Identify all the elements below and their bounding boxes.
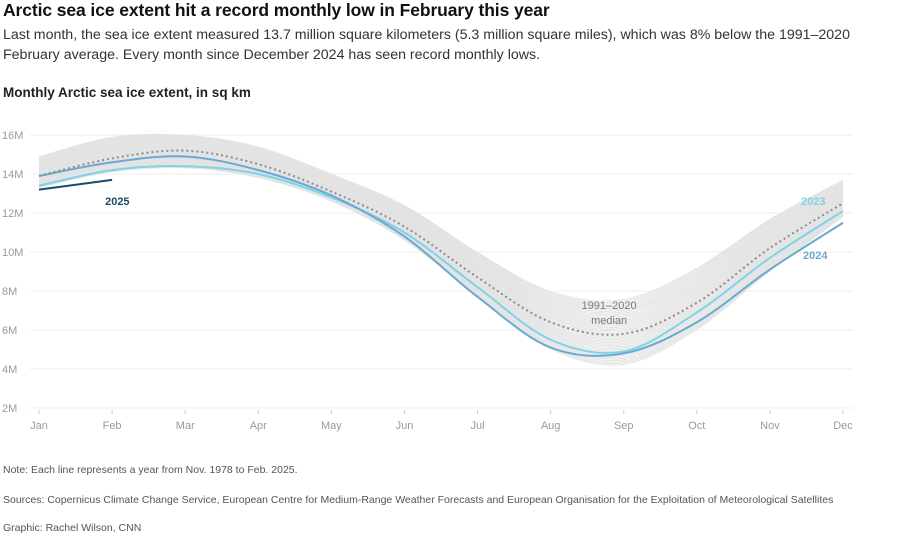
series-line-y2023 (38, 165, 844, 355)
chart-note: Note: Each line represents a year from N… (3, 464, 298, 476)
historical-year-line (38, 147, 844, 329)
historical-year-line (38, 148, 844, 330)
historical-year-line (38, 137, 844, 309)
historical-year-line (38, 150, 844, 333)
y-tick-label: 2M (2, 403, 17, 415)
y-tick-label: 6M (2, 325, 17, 337)
series-line-median (38, 149, 844, 336)
x-tick-label: Jul (471, 420, 485, 432)
x-tick-label: Apr (250, 420, 267, 432)
x-tick-label: Dec (833, 420, 853, 432)
historical-year-line (38, 150, 844, 335)
historical-year-line (38, 133, 844, 302)
credit: Graphic: Rachel Wilson, CNN (3, 522, 142, 534)
y-tick-label: 4M (2, 364, 17, 376)
historical-year-line (38, 145, 844, 324)
series-label-2025: 2025 (105, 196, 129, 208)
series-line-y2024 (38, 155, 844, 357)
historical-year-line (38, 147, 844, 327)
historical-year-line (38, 149, 844, 332)
y-tick-label: 16M (2, 130, 23, 142)
y-tick-label: 12M (2, 208, 23, 220)
historical-year-lines (38, 133, 844, 366)
y-tick-label: 10M (2, 247, 23, 259)
historical-year-line (38, 162, 844, 357)
x-tick-label: Feb (103, 420, 122, 432)
y-tick-label: 8M (2, 286, 17, 298)
historical-year-line (38, 144, 844, 323)
headline: Arctic sea ice extent hit a record month… (3, 0, 550, 20)
highlight-series (38, 149, 844, 357)
x-tick-label: Nov (760, 420, 780, 432)
y-tick-label: 14M (2, 169, 23, 181)
historical-year-line (38, 143, 844, 320)
historical-year-line (38, 135, 844, 305)
series-line-y2025 (38, 178, 113, 191)
historical-year-line (38, 136, 844, 308)
historical-year-line (38, 140, 844, 314)
series-label-2024: 2024 (803, 250, 828, 262)
historical-year-line (38, 140, 844, 315)
median-label-line1: 1991–2020 (582, 300, 637, 312)
historical-year-line (38, 143, 844, 321)
x-tick-label: Mar (176, 420, 195, 432)
x-tick-label: Oct (688, 420, 705, 432)
historical-year-line (38, 152, 844, 338)
historical-year-line (38, 151, 844, 336)
historical-year-line (38, 146, 844, 326)
historical-year-line (38, 160, 844, 354)
x-tick-label: May (321, 420, 342, 432)
axes: 2M 4M 6M 8M 10M 12M 14M 16M Jan Feb Mar Apr May Jun Ju… (2, 130, 853, 432)
median-label-line2: median (591, 315, 627, 327)
historical-year-line (38, 157, 844, 347)
historical-year-line (38, 139, 844, 312)
historical-year-line (38, 158, 844, 350)
dek-text: Last month, the sea ice extent measured … (3, 27, 850, 63)
x-tick-label: Jan (30, 420, 48, 432)
x-tick-label: Jun (396, 420, 414, 432)
historical-year-line (38, 136, 844, 306)
series-labels: 2025 2023 2024 1991–2020 median (105, 196, 828, 327)
x-tick-label: Aug (541, 420, 561, 432)
line-chart: 2M 4M 6M 8M 10M 12M 14M 16M Jan Feb Mar Apr May Jun Ju… (2, 130, 853, 432)
series-label-2023: 2023 (801, 196, 825, 208)
chart-title: Monthly Arctic sea ice extent, in sq km (3, 85, 251, 100)
historical-year-line (38, 138, 844, 311)
historical-year-line (38, 134, 844, 304)
historical-year-line (38, 142, 844, 318)
x-tick-label: Sep (614, 420, 634, 432)
sources: Sources: Copernicus Climate Change Servi… (3, 494, 834, 506)
historical-year-line (38, 141, 844, 317)
historical-year-line (38, 161, 844, 356)
